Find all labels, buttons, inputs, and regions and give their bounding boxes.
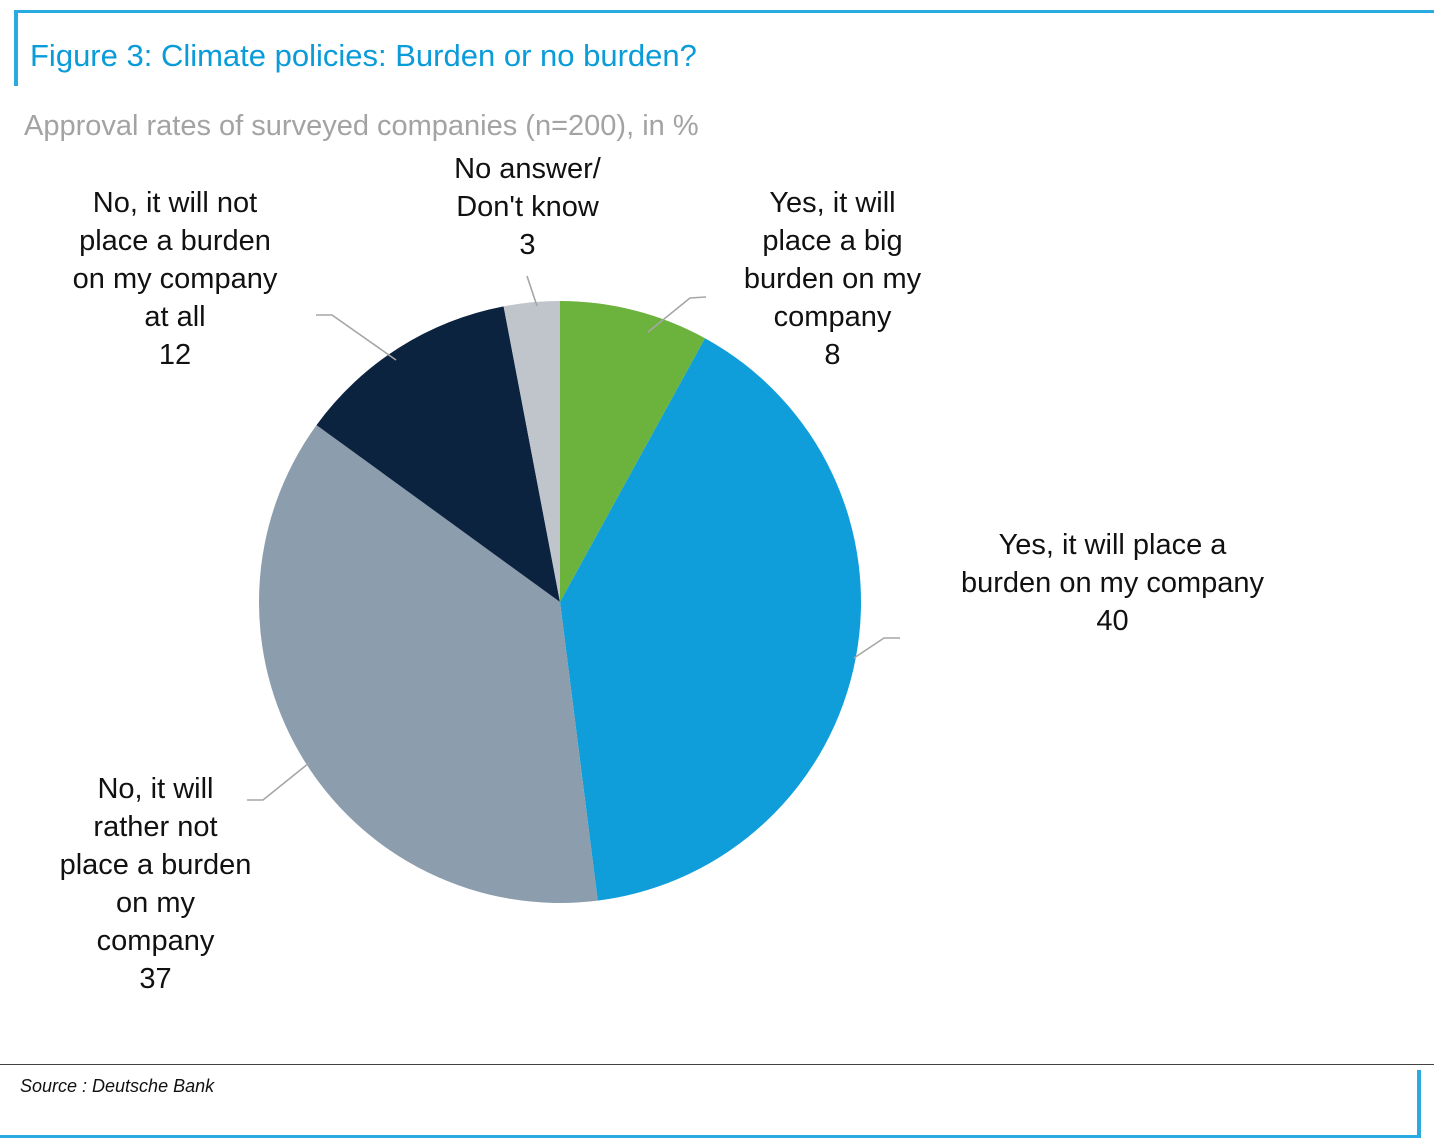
callout-burden: Yes, it will place a burden on my compan…: [960, 529, 1265, 637]
top-accent-rule: [14, 10, 1434, 13]
pie-slice-3: [316, 306, 560, 602]
callout-no-burden-at-all: No, it will not place a burden on my com…: [72, 187, 278, 371]
source-note: Source : Deutsche Bank: [20, 1076, 215, 1096]
leader-line-rather-not: [247, 762, 310, 801]
footer-divider-rule: [0, 1064, 1434, 1065]
top-left-accent-tick: [14, 10, 18, 86]
leader-line-burden: [853, 637, 900, 659]
pie-slice-1: [560, 338, 862, 901]
pie-slice-0: [560, 301, 706, 602]
callout-rather-not: No, it will rather not place a burden on…: [59, 773, 252, 995]
pie-slice-4: [503, 301, 560, 602]
pie-slices-group: [259, 301, 862, 904]
leader-lines-group: [247, 275, 900, 801]
pie-slice-2: [259, 425, 598, 904]
callout-no-answer: No answer/ Don't know 3: [454, 153, 601, 261]
bottom-accent-rule: [0, 1135, 1421, 1138]
figure-title: Figure 3: Climate policies: Burden or no…: [30, 38, 697, 73]
leader-line-no-burden-at-all: [316, 314, 397, 361]
bottom-right-accent-tick: [1417, 1070, 1421, 1138]
leader-line-no-answer: [526, 275, 538, 307]
leader-line-big-burden: [647, 296, 707, 333]
figure-subtitle: Approval rates of surveyed companies (n=…: [24, 110, 699, 142]
callout-big-burden: Yes, it will place a big burden on my co…: [743, 187, 922, 371]
